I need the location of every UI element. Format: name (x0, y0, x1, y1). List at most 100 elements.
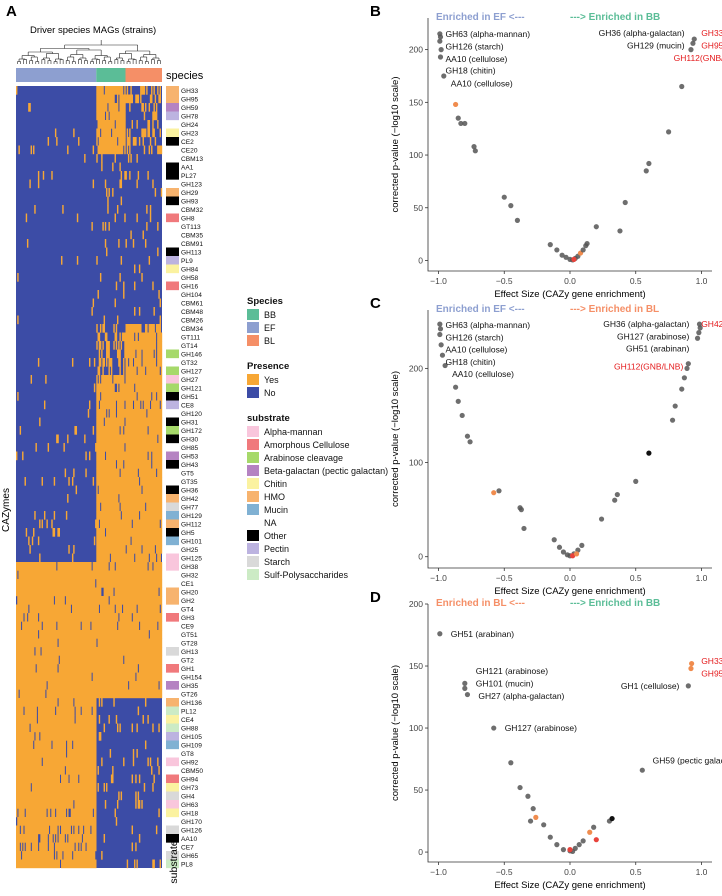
species-legend-swatch-bl (247, 335, 259, 346)
panel-d-point (462, 680, 468, 686)
heatmap-presence-cell (142, 545, 155, 554)
heatmap-presence-cell (85, 468, 87, 478)
heatmap-presence-cell (110, 553, 135, 563)
substrate-cell-gh93 (166, 196, 179, 206)
heatmap-presence-cell (16, 766, 65, 775)
heatmap-presence-cell (151, 145, 153, 155)
panel-d-point (508, 760, 514, 766)
heatmap-presence-cell (160, 604, 163, 614)
panel-d-annotation: GH33 (SL) (701, 656, 722, 666)
substrate-cell-gh13 (166, 647, 179, 656)
heatmap-presence-cell (96, 536, 131, 546)
heatmap-presence-cell (114, 154, 116, 163)
gene-label-gt5: GT5 (181, 470, 194, 477)
heatmap-presence-cell (147, 128, 151, 138)
heatmap-presence-cell (132, 757, 135, 767)
heatmap-presence-cell (152, 281, 154, 291)
heatmap-presence-cell (35, 647, 41, 656)
heatmap-presence-cell (132, 613, 163, 622)
heatmap-presence-cell (108, 188, 110, 197)
gene-label-gt35: GT35 (181, 479, 198, 486)
substrate-cell-gh38 (166, 562, 179, 571)
gene-label-gh4: GH4 (181, 793, 195, 800)
heatmap-presence-cell (129, 358, 133, 367)
gene-label-gt26: GT26 (181, 691, 198, 698)
heatmap-presence-cell (101, 502, 120, 512)
heatmap-presence-cell (16, 604, 29, 614)
heatmap-presence-cell (93, 383, 96, 393)
heatmap-presence-cell (152, 451, 163, 461)
panel-c-xtick-label: −0.5 (496, 573, 513, 583)
heatmap-presence-cell (99, 273, 102, 282)
heatmap-presence-cell (96, 409, 107, 418)
heatmap-presence-cell (123, 757, 125, 767)
heatmap-presence-cell (96, 545, 126, 554)
panel-b-point (643, 168, 649, 174)
heatmap-presence-cell (57, 621, 81, 631)
heatmap-presence-cell (124, 171, 127, 180)
dendrogram-title: Driver species MAGs (strains) (30, 25, 156, 36)
gene-label-gh104: GH104 (181, 292, 202, 299)
heatmap-presence-cell (106, 111, 109, 121)
substrate-cell-gh73 (166, 783, 179, 792)
panel-b-annotation: GH63 (alpha-mannan) (446, 29, 531, 39)
panel-b-point (666, 129, 672, 135)
panel-d-point (587, 829, 593, 835)
panel-b-point (563, 254, 569, 260)
heatmap-presence-cell (22, 621, 42, 631)
substrate-legend-label-amorphous-cellulose: Amorphous Cellulose (264, 440, 350, 450)
heatmap-presence-cell (71, 553, 74, 563)
heatmap-presence-cell (106, 247, 108, 257)
substrate-cell-gh42 (166, 494, 179, 503)
panel-c-annotation: GH51 (arabinan) (626, 344, 689, 354)
heatmap-presence-cell (16, 451, 18, 461)
panel-d-ytick-label: 50 (414, 785, 424, 795)
heatmap-presence-cell (153, 562, 163, 571)
heatmap-presence-cell (75, 706, 81, 716)
panel-c-annotation: GH18 (chitin) (446, 357, 496, 367)
panel-d-enriched-left: Enriched in BL <--- (436, 598, 525, 609)
panel-d-point (491, 725, 497, 731)
heatmap-presence-cell (154, 137, 157, 146)
heatmap-presence-cell (85, 451, 87, 461)
heatmap-presence-cell (138, 264, 141, 274)
gene-label-gh101: GH101 (181, 538, 202, 545)
heatmap-presence-cell (67, 494, 69, 503)
heatmap-presence-cell (61, 859, 97, 869)
gene-label-gh170: GH170 (181, 819, 202, 826)
heatmap-presence-cell (103, 587, 114, 597)
panel-c-annotation: GH63 (alpha-mannan) (446, 320, 531, 330)
heatmap-presence-cell (112, 128, 126, 138)
substrate-cell-gh101 (166, 536, 179, 546)
substrate-cell-gh29 (166, 188, 179, 197)
heatmap-presence-cell (74, 825, 79, 835)
heatmap-presence-cell (41, 519, 43, 529)
heatmap-presence-cell (102, 222, 104, 231)
heatmap-presence-cell (155, 324, 161, 333)
heatmap-presence-cell (148, 562, 153, 571)
panel-c-ylabel: corrected p-value (−log10 scale) (390, 371, 401, 507)
heatmap-presence-cell (96, 154, 98, 163)
gene-label-cbm32: CBM32 (181, 207, 203, 214)
heatmap-presence-cell (92, 426, 95, 435)
panel-c-axes (427, 310, 712, 569)
heatmap-presence-cell (136, 349, 142, 359)
heatmap-presence-cell (99, 400, 116, 410)
panel-d-annotation: GH1 (cellulose) (621, 681, 680, 691)
gene-label-gh136: GH136 (181, 700, 202, 707)
substrate-cell-gh53 (166, 451, 179, 461)
substrate-cell-gh77 (166, 502, 179, 512)
heatmap-presence-cell (157, 341, 163, 350)
panel-d-xlabel: Effect Size (CAZy gene enrichment) (494, 880, 645, 891)
heatmap-presence-cell (50, 825, 58, 835)
substrate-cell-gh63 (166, 800, 179, 809)
heatmap-presence-cell (96, 579, 163, 588)
heatmap-presence-cell (101, 128, 112, 138)
heatmap-presence-cell (113, 324, 115, 333)
panel-c-point (681, 375, 687, 381)
panel-b-point (441, 73, 447, 79)
heatmap-presence-cell (98, 698, 101, 707)
gene-label-ce7: CE7 (181, 844, 194, 851)
heatmap-presence-cell (97, 638, 163, 648)
heatmap-presence-cell (151, 766, 153, 775)
